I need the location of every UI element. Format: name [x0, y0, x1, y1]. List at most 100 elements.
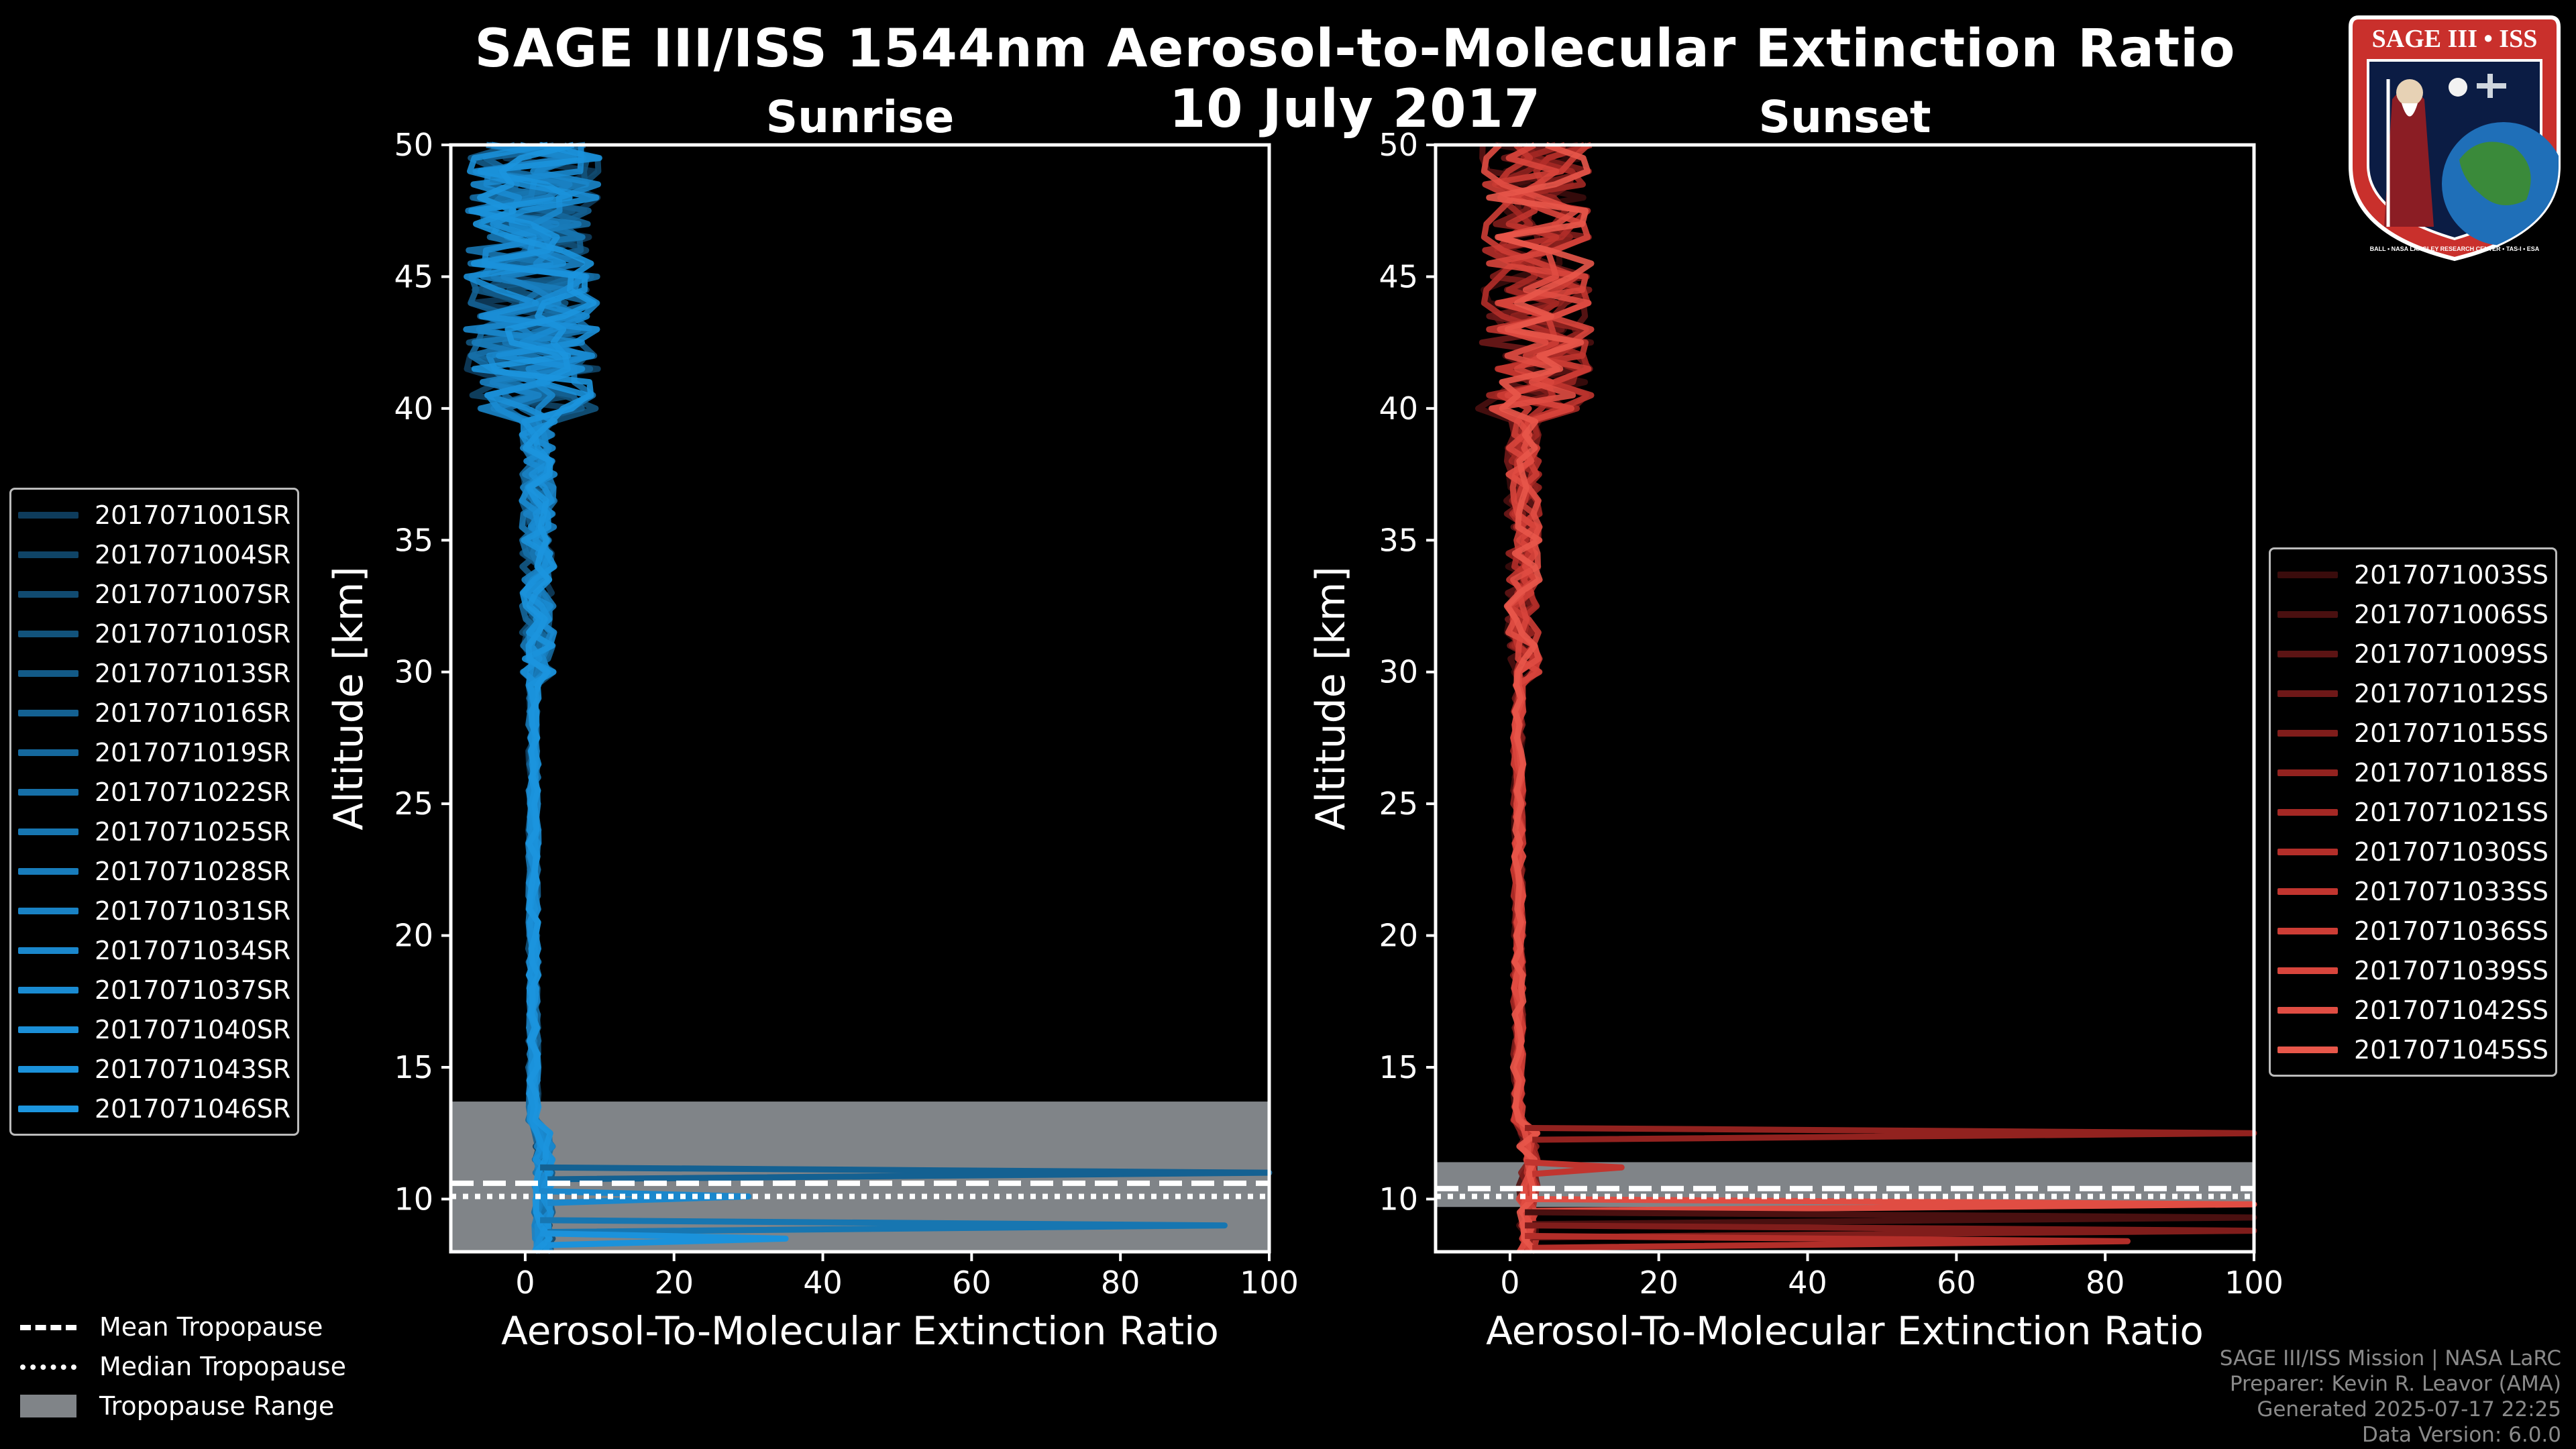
legend-entry: 2017071006SS	[2277, 594, 2548, 634]
y-tick-label: 40	[1379, 390, 1418, 427]
y-tick-label: 45	[394, 258, 433, 294]
profile-spike	[540, 1217, 1228, 1236]
plot-frame	[449, 143, 1271, 1254]
legend-entry: 2017071007SR	[18, 574, 290, 614]
legend-label: 2017071033SS	[2354, 876, 2549, 906]
sunset-panel-title: Sunset	[1758, 91, 1931, 143]
median-tropopause-key	[20, 1355, 76, 1378]
legend-swatch	[18, 630, 78, 637]
legend-label: 2017071004SR	[95, 539, 291, 570]
profile-spike	[1525, 1124, 2257, 1143]
legend-label: 2017071028SR	[95, 856, 291, 886]
legend-entry: 2017071015SS	[2277, 713, 2548, 753]
x-tick-label: 60	[952, 1265, 991, 1301]
legend-swatch	[18, 749, 78, 756]
legend-label: 2017071021SS	[2354, 797, 2549, 827]
legend-label: 2017071018SS	[2354, 757, 2549, 788]
legend-entry: 2017071018SS	[2277, 753, 2548, 792]
sage-mission-badge: SAGE III • ISS BALL • NASA LANGLEY RESEA…	[2349, 15, 2561, 262]
legend-swatch	[18, 828, 78, 835]
y-tick-label: 50	[394, 127, 433, 163]
legend-entry: 2017071028SR	[18, 851, 290, 891]
y-tick-label: 10	[1379, 1181, 1418, 1217]
legend-entry: 2017071004SR	[18, 535, 290, 574]
legend-label: 2017071040SR	[95, 1014, 291, 1044]
sunrise-panel-title: Sunrise	[765, 91, 955, 143]
profile-line	[468, 142, 602, 1252]
legend-label: 2017071003SS	[2354, 559, 2549, 590]
legend-swatch	[2277, 808, 2338, 816]
legend-swatch	[2277, 927, 2338, 934]
legend-label: 2017071036SS	[2354, 916, 2549, 946]
legend-swatch	[18, 788, 78, 796]
legend-entry: 2017071010SR	[18, 614, 290, 653]
legend-entry: 2017071033SS	[2277, 871, 2548, 911]
legend-entry: 2017071037SR	[18, 970, 290, 1010]
plot-frame	[1434, 143, 2256, 1254]
legend-swatch	[2277, 1046, 2338, 1053]
legend-label: 2017071012SS	[2354, 678, 2549, 708]
credit-line: Data Version: 6.0.0	[2361, 1423, 2561, 1447]
legend-label: 2017071007SR	[95, 579, 291, 609]
badge-ring-text: BALL • NASA LANGLEY RESEARCH CENTER • TA…	[2370, 246, 2540, 252]
y-tick-label: 35	[394, 522, 433, 558]
legend-swatch	[2277, 610, 2338, 618]
legend-label: 2017071013SR	[95, 658, 291, 688]
legend-label: 2017071045SS	[2354, 1034, 2549, 1065]
legend-swatch	[2277, 690, 2338, 697]
legend-entry: 2017071046SR	[18, 1089, 290, 1128]
y-tick-label: 50	[1379, 127, 1418, 163]
x-tick-label: 60	[1937, 1265, 1976, 1301]
legend-swatch	[18, 709, 78, 716]
legend-entry: 2017071001SR	[18, 495, 290, 535]
sunrise-plot: 0 20 40 60 80 100 10 15 20 25 30 35 40 45 50 Aerosol-To…	[325, 127, 1299, 1354]
legend-entry: 2017071040SR	[18, 1010, 290, 1049]
tropopause-legend-median: Median Tropopause	[20, 1346, 346, 1386]
legend-entry: 2017071034SR	[18, 930, 290, 970]
legend-swatch	[2277, 967, 2338, 974]
legend-entry: 2017071022SR	[18, 772, 290, 812]
legend-swatch	[2277, 1006, 2338, 1014]
tropopause-legend-mean: Mean Tropopause	[20, 1307, 346, 1346]
legend-label: 2017071009SS	[2354, 639, 2549, 669]
profile-line	[471, 142, 597, 1254]
x-tick-label: 0	[515, 1265, 535, 1301]
credit-line: Preparer: Kevin R. Leavor (AMA)	[2229, 1372, 2561, 1396]
legend-entry: 2017071031SR	[18, 891, 290, 930]
figure-title: SAGE III/ISS 1544nm Aerosol-to-Molecular…	[474, 19, 2236, 79]
legend-label: 2017071046SR	[95, 1093, 291, 1124]
tropopause-legend-label: Tropopause Range	[99, 1391, 335, 1421]
x-tick-label: 80	[1101, 1265, 1140, 1301]
credit-line: Generated 2025-07-17 22:25	[2257, 1397, 2561, 1421]
legend-entry: 2017071045SS	[2277, 1030, 2548, 1069]
x-axis-label: Aerosol-To-Molecular Extinction Ratio	[501, 1308, 1219, 1354]
legend-entry: 2017071025SR	[18, 812, 290, 851]
legend-swatch	[18, 986, 78, 994]
legend-swatch	[18, 669, 78, 677]
y-tick-label: 40	[394, 390, 433, 427]
legend-swatch	[2277, 769, 2338, 776]
badge-title: SAGE III • ISS	[2372, 25, 2538, 53]
y-tick-label: 30	[394, 654, 433, 690]
legend-swatch	[18, 947, 78, 954]
legend-swatch	[18, 590, 78, 598]
sunset-legend: 2017071003SS 2017071006SS 2017071009SS 2017…	[2269, 547, 2558, 1077]
tropopause-range-key	[20, 1394, 76, 1417]
legend-swatch	[2277, 571, 2338, 578]
x-tick-label: 0	[1500, 1265, 1519, 1301]
legend-swatch	[18, 907, 78, 914]
y-tick-label: 25	[1379, 786, 1418, 822]
legend-entry: 2017071043SR	[18, 1049, 290, 1089]
legend-swatch	[18, 1105, 78, 1112]
legend-entry: 2017071021SS	[2277, 792, 2548, 832]
legend-label: 2017071037SR	[95, 975, 291, 1005]
legend-swatch	[2277, 848, 2338, 855]
legend-entry: 2017071016SR	[18, 693, 290, 733]
legend-swatch	[18, 867, 78, 875]
y-axis-label: Altitude [km]	[325, 566, 372, 830]
profile-spike	[539, 1188, 752, 1206]
legend-label: 2017071034SR	[95, 935, 291, 965]
legend-label: 2017071025SR	[95, 816, 291, 847]
y-tick-label: 20	[394, 918, 433, 954]
